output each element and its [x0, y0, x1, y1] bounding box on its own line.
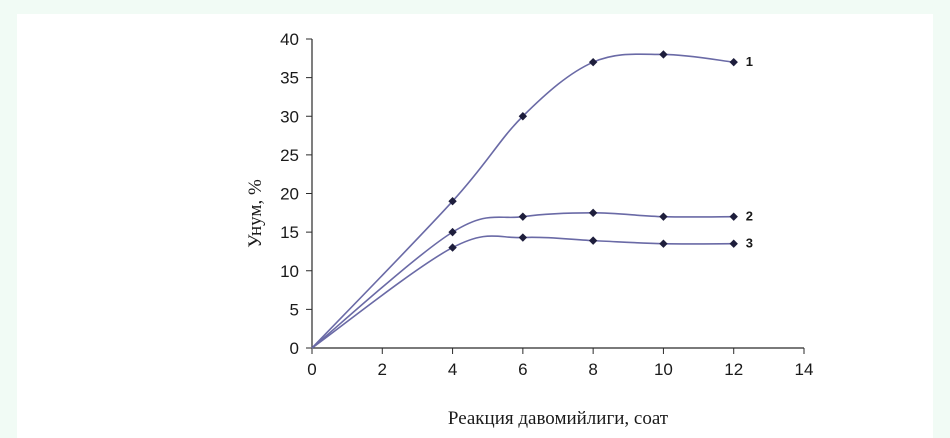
series-3-label: 3 [746, 236, 753, 251]
y-tick-label: 30 [280, 107, 299, 126]
y-tick-label: 15 [280, 223, 299, 242]
x-tick-label: 0 [307, 360, 316, 379]
y-axis-title: Унум, % [245, 179, 266, 248]
x-tick-label: 14 [795, 360, 814, 379]
x-axis-title: Реакция давомийлиги, соат [448, 408, 669, 429]
series-2-marker [518, 212, 528, 221]
series-lines [311, 53, 734, 349]
series-3-marker [588, 236, 598, 245]
series-3-marker [659, 239, 668, 248]
series-1-label: 1 [746, 54, 753, 69]
series-markers [448, 50, 738, 252]
series-3-marker [448, 243, 457, 252]
series-2-label: 2 [746, 209, 753, 224]
x-tick-label: 8 [588, 360, 597, 379]
x-tick-label: 6 [518, 360, 527, 379]
series-line-1 [311, 53, 734, 349]
x-tick-label: 12 [724, 360, 743, 379]
series-2-marker [659, 212, 668, 221]
series-3-marker [729, 239, 738, 248]
series-1-marker [448, 197, 457, 206]
series-1-marker [659, 50, 668, 59]
y-tick-label: 40 [280, 30, 299, 49]
y-tick-label: 0 [290, 339, 299, 358]
y-tick-label: 35 [280, 69, 299, 88]
series-1-marker [729, 57, 738, 67]
series-2-marker [588, 208, 598, 218]
y-tick-label: 10 [280, 262, 299, 281]
series-line-3 [311, 235, 734, 349]
series-3-marker [518, 233, 528, 242]
y-tick-label: 25 [280, 146, 299, 165]
y-tick-label: 20 [280, 185, 299, 204]
series-2-marker [448, 227, 457, 237]
series-line-2 [311, 212, 734, 349]
series-2-marker [729, 212, 738, 221]
series-labels: 1 2 3 [746, 54, 753, 251]
y-tick-label: 5 [290, 300, 299, 319]
x-tick-label: 4 [448, 360, 457, 379]
series-1-marker [588, 57, 598, 67]
x-tick-label: 2 [378, 360, 387, 379]
x-tick-label: 10 [654, 360, 673, 379]
